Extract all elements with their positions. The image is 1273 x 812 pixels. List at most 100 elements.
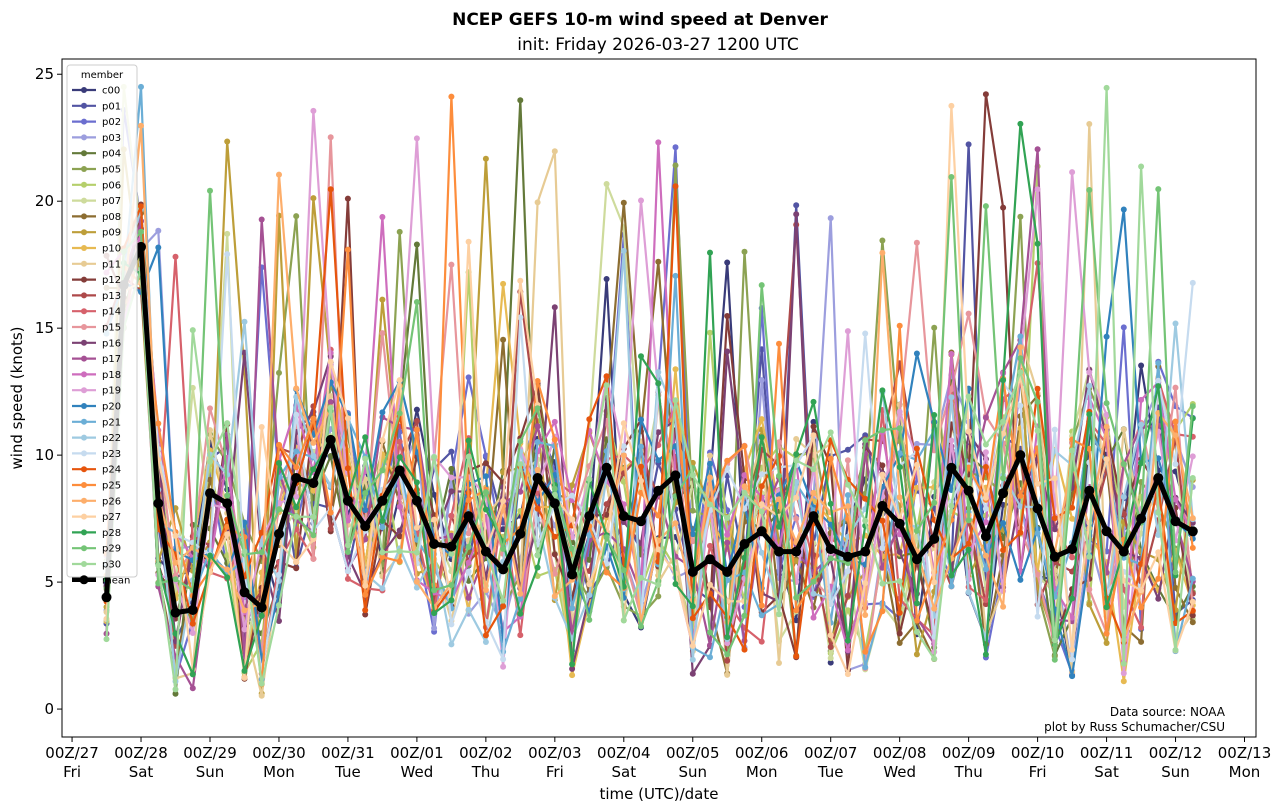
legend-swatch-marker [81, 324, 87, 330]
mean-point [360, 521, 371, 532]
member-point-p29 [776, 472, 782, 479]
member-point-p04 [517, 97, 524, 104]
member-point-p27 [1034, 480, 1041, 487]
member-point-p13 [413, 418, 420, 424]
mean-point [636, 516, 646, 527]
member-point-p06 [1207, 0, 1213, 3]
member-point-p28 [448, 597, 455, 604]
member-point-p29 [362, 490, 369, 497]
member-point-p22 [689, 656, 696, 663]
x-tick-day: Mon [1229, 763, 1261, 781]
member-point-p25 [793, 607, 800, 614]
legend-item-p29: p29 [72, 544, 121, 555]
member-point-p16 [689, 670, 696, 677]
legend-item-p15: p15 [72, 323, 121, 334]
member-point-p03 [913, 440, 920, 447]
member-point-p15 [551, 570, 558, 577]
member-point-p28 [1138, 460, 1145, 467]
member-point-p19 [896, 408, 903, 415]
member-point-p30 [310, 513, 317, 520]
member-point-p16 [1224, 0, 1230, 3]
member-point-p22 [1086, 382, 1093, 389]
mean-point [291, 473, 302, 483]
member-point-p05 [293, 213, 300, 220]
member-point-p19 [1120, 670, 1127, 677]
member-point-p26 [620, 452, 627, 459]
member-point-p24 [896, 609, 903, 616]
legend-item-p11: p11 [72, 259, 121, 270]
member-point-p24 [1017, 529, 1024, 536]
mean-point [791, 546, 802, 557]
mean-point [1170, 516, 1181, 527]
member-point-p12 [982, 91, 989, 98]
mean-point [549, 498, 560, 509]
member-point-p18 [551, 418, 558, 425]
member-point-p30 [896, 578, 903, 585]
mean-point [187, 605, 198, 615]
member-point-p15 [207, 405, 213, 412]
member-point-p29 [741, 612, 748, 619]
member-point-p17 [1034, 146, 1041, 153]
member-point-p14 [758, 638, 765, 645]
member-point-p03 [1224, 0, 1230, 3]
member-point-p13 [327, 525, 334, 532]
mean-point [308, 478, 319, 489]
member-point-p29 [379, 467, 386, 474]
member-point-p24 [1000, 547, 1007, 554]
member-point-p24 [603, 373, 610, 380]
member-point-p09 [482, 155, 489, 162]
x-tick-day: Sun [196, 763, 225, 781]
member-point-p25 [379, 553, 386, 560]
member-point-p20 [1207, 0, 1213, 3]
member-point-p27 [413, 524, 420, 531]
member-point-p21 [1224, 0, 1230, 3]
member-point-p21 [844, 492, 851, 499]
legend-label: p14 [102, 307, 121, 318]
x-tick-day: Thu [471, 763, 500, 781]
legend-item-p16: p16 [72, 338, 121, 349]
member-point-p25 [913, 617, 920, 624]
member-point-p08 [500, 336, 507, 343]
mean-point [153, 498, 164, 509]
member-point-p29 [344, 549, 351, 555]
member-point-p28 [413, 479, 420, 486]
member-point-c00 [810, 418, 817, 425]
member-point-p28 [1017, 120, 1024, 127]
member-point-p16 [276, 618, 282, 624]
member-point-p17 [465, 594, 472, 601]
legend-swatch-marker [81, 260, 87, 267]
member-point-p30 [827, 429, 834, 436]
legend-item-p22: p22 [72, 433, 121, 444]
x-tick-day: Sat [611, 763, 636, 781]
member-point-p22 [1224, 0, 1230, 3]
member-point-p29 [431, 587, 438, 594]
member-point-p28 [689, 603, 696, 610]
member-point-p29 [224, 492, 231, 499]
mean-point [670, 470, 681, 481]
member-point-p09 [793, 558, 800, 564]
legend-label: p08 [102, 212, 121, 223]
mean-point [946, 462, 957, 473]
member-point-p30 [465, 453, 472, 460]
member-point-p27 [844, 671, 851, 678]
member-point-p10 [500, 280, 507, 287]
member-point-p25 [1189, 544, 1196, 551]
y-tick-label: 25 [35, 65, 54, 83]
member-point-p21 [1155, 360, 1162, 367]
member-point-p30 [689, 472, 696, 479]
x-tick-day: Tue [334, 763, 361, 781]
member-point-p22 [948, 394, 955, 401]
member-point-p29 [707, 629, 713, 636]
member-point-p24 [1224, 0, 1230, 3]
member-point-p27 [396, 377, 403, 384]
mean-point [1067, 544, 1078, 555]
x-tick-date: 00Z/01 [390, 744, 444, 762]
legend-item-p01: p01 [72, 101, 121, 112]
legend-item-p04: p04 [72, 149, 121, 160]
mean-point [998, 488, 1009, 499]
legend-item-p08: p08 [72, 212, 121, 223]
member-point-p18 [344, 517, 351, 524]
member-point-p28 [362, 434, 369, 441]
x-tick-date: 00Z/06 [735, 744, 789, 762]
member-point-p22 [1207, 0, 1213, 3]
